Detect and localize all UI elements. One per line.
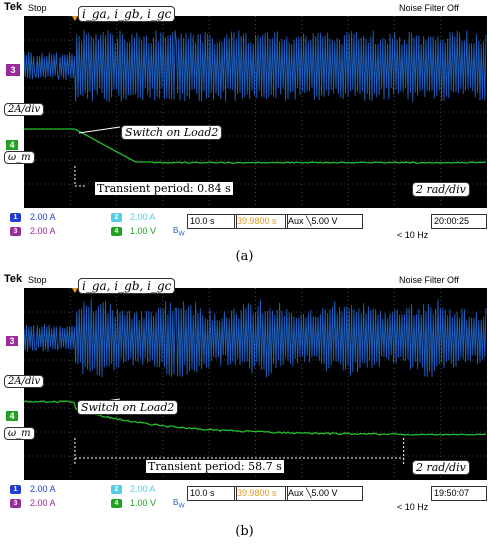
- ch2-scale: 2.00 A: [130, 484, 156, 494]
- channel4-marker: 4: [6, 140, 18, 150]
- frequency-readout: < 10 Hz: [397, 502, 428, 512]
- switch-label: Switch on Load2: [121, 125, 222, 140]
- timebase-readout: 10.0 s: [187, 486, 237, 501]
- speed-symbol-label: ω_m: [4, 151, 35, 164]
- transient-marker: [75, 166, 87, 186]
- ch4-scale: 1.00 V: [130, 226, 156, 236]
- clock-readout: 19:50:07: [431, 486, 487, 501]
- caption-a: (a): [0, 249, 489, 264]
- trigger-readout: Aux ╲5.00 V: [285, 486, 363, 501]
- waveform-canvas: [24, 16, 487, 208]
- channel3-marker: 3: [6, 64, 20, 76]
- speed-waveform: [24, 129, 486, 163]
- current-waveform: [24, 299, 486, 378]
- ch3-scale: 2.00 A: [30, 498, 56, 508]
- switch-arrow: [79, 127, 120, 133]
- speed-scale-label: 2 rad/div: [412, 182, 470, 197]
- caption-b: (b): [0, 524, 489, 539]
- speed-symbol-label: ω_m: [4, 427, 35, 440]
- acquisition-state: Stop: [28, 3, 47, 13]
- ch1-scale: 2.00 A: [30, 484, 56, 494]
- acquisition-state: Stop: [28, 275, 47, 285]
- ch2-chip: 2: [111, 213, 122, 222]
- trigger-readout: Aux ╲5.00 V: [285, 214, 363, 229]
- ch2-scale: 2.00 A: [130, 212, 156, 222]
- scope-top-bar: Tek Stop Noise Filter Off: [0, 0, 489, 16]
- ch1-scale: 2.00 A: [30, 212, 56, 222]
- speed-scale-label: 2 rad/div: [412, 460, 470, 475]
- transient-label: Transient period: 0.84 s: [95, 182, 233, 195]
- scope-display: [24, 288, 487, 480]
- frequency-readout: < 10 Hz: [397, 230, 428, 240]
- currents-label: i_ga, i_gb, i_gc: [78, 278, 175, 294]
- ch2-chip: 2: [111, 485, 122, 494]
- channel4-marker: 4: [6, 411, 18, 421]
- timebase-readout: 10.0 s: [187, 214, 237, 229]
- ch1-chip: 1: [10, 485, 21, 494]
- current-scale-label: 2A/div: [4, 375, 44, 388]
- bw-indicator: BW: [173, 226, 185, 238]
- position-readout: 39.9800 s: [234, 486, 288, 501]
- bw-indicator: BW: [173, 498, 185, 510]
- waveform-canvas: [24, 288, 487, 480]
- tek-logo: Tek: [4, 1, 22, 13]
- noise-filter-status: Noise Filter Off: [399, 275, 459, 285]
- ch3-chip: 3: [10, 499, 21, 508]
- ch3-scale: 2.00 A: [30, 226, 56, 236]
- current-scale-label: 2A/div: [4, 103, 44, 116]
- transient-label: Transient period: 58.7 s: [146, 460, 284, 473]
- ch3-chip: 3: [10, 227, 21, 236]
- ch4-scale: 1.00 V: [130, 498, 156, 508]
- scope-panel-b: Tek Stop Noise Filter Off 3 4 i_ga, i_gb…: [0, 272, 489, 512]
- switch-label: Switch on Load2: [77, 400, 178, 415]
- noise-filter-status: Noise Filter Off: [399, 3, 459, 13]
- scope-display: [24, 16, 487, 208]
- tek-logo: Tek: [4, 273, 22, 285]
- scope-top-bar: Tek Stop Noise Filter Off: [0, 272, 489, 288]
- ch1-chip: 1: [10, 213, 21, 222]
- ch4-chip: 4: [111, 499, 122, 508]
- scope-panel-a: Tek Stop Noise Filter Off 3 4 i_ga, i_gb…: [0, 0, 489, 240]
- position-readout: 39.9800 s: [234, 214, 288, 229]
- channel3-marker: 3: [6, 336, 18, 346]
- ch4-chip: 4: [111, 227, 122, 236]
- currents-label: i_ga, i_gb, i_gc: [78, 6, 175, 22]
- clock-readout: 20:00:25: [431, 214, 487, 229]
